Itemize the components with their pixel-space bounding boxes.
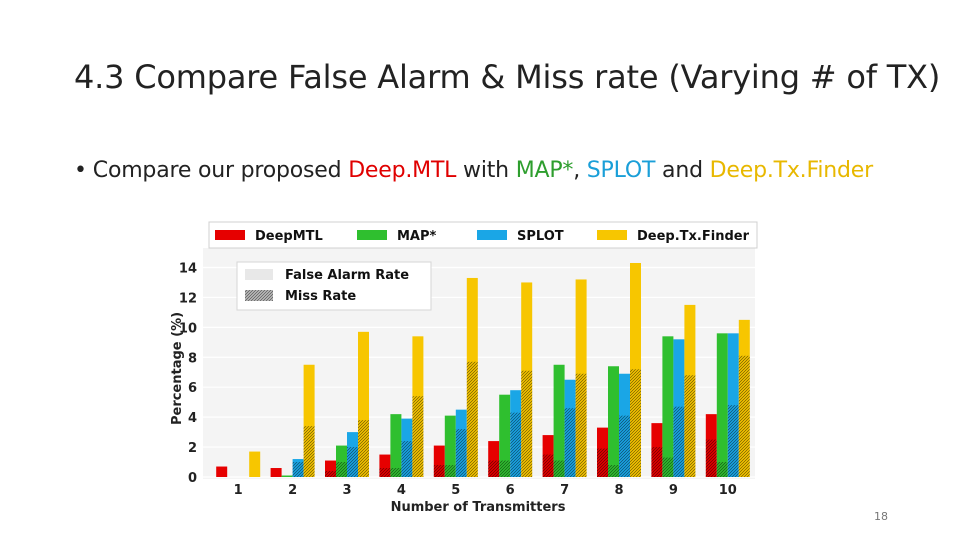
bar-miss-hatch — [575, 373, 587, 477]
bar-miss-hatch — [608, 465, 619, 477]
bar-deepmtl — [488, 441, 500, 477]
x-tick-label: 10 — [719, 483, 737, 498]
x-tick-label: 2 — [288, 483, 297, 498]
bar-miss-hatch — [597, 448, 608, 477]
bar-miss-hatch — [738, 355, 750, 477]
bar-miss-hatch — [303, 426, 315, 477]
bar-map- — [553, 364, 565, 477]
x-tick-label: 4 — [397, 483, 406, 498]
legend-label: Deep.Tx.Finder — [637, 229, 750, 244]
x-axis-label: Number of Transmitters — [391, 500, 566, 515]
bullet-dot: • — [74, 158, 87, 183]
bar-miss-hatch — [401, 441, 413, 477]
bar-miss-hatch — [684, 375, 696, 477]
y-tick-label: 8 — [188, 351, 197, 366]
bar-miss-hatch — [510, 412, 522, 477]
y-tick-label: 14 — [179, 261, 197, 276]
bar-deepmtl — [216, 466, 228, 477]
legend-false-alarm-label: False Alarm Rate — [285, 268, 409, 283]
bullet-part: Deep.Tx.Finder — [709, 158, 873, 183]
bar-miss-hatch — [662, 457, 674, 477]
bar-map- — [336, 445, 347, 477]
bar-map- — [499, 394, 511, 477]
bullet-part: Deep.MTL — [348, 158, 457, 183]
y-tick-label: 2 — [188, 441, 197, 456]
bar-miss-hatch — [542, 454, 554, 477]
bullet-part: SPLOT — [586, 158, 656, 183]
bar-deep-tx-finder — [303, 364, 315, 477]
bullet-part: , — [573, 158, 587, 183]
legend-miss-swatch — [245, 290, 273, 301]
bar-miss-hatch — [466, 361, 478, 477]
legend-swatch — [215, 230, 245, 240]
bar-miss-hatch — [673, 406, 685, 477]
y-tick-label: 4 — [188, 411, 197, 426]
bar-miss-hatch — [553, 460, 565, 477]
legend-swatch — [477, 230, 507, 240]
bar-miss-hatch — [630, 369, 641, 477]
bar-deepmtl — [270, 468, 282, 477]
bar-miss-hatch — [358, 420, 369, 477]
bullet-content: Compare our proposed Deep.MTL with MAP*,… — [93, 158, 873, 183]
legend-false-alarm-swatch — [245, 269, 273, 280]
y-tick-label: 10 — [179, 321, 197, 336]
x-tick-label: 8 — [614, 483, 623, 498]
bar-miss-hatch — [499, 460, 511, 477]
x-tick-label: 5 — [451, 483, 460, 498]
bar-miss-hatch — [444, 465, 456, 477]
bullet-part: and — [655, 158, 710, 183]
page-number: 18 — [874, 510, 888, 523]
bar-map- — [281, 475, 293, 477]
bar-miss-hatch — [412, 396, 424, 477]
bar-deepmtl — [379, 454, 391, 477]
legend-miss-label: Miss Rate — [285, 289, 356, 304]
bar-deep-tx-finder — [249, 451, 261, 477]
y-axis-label: Percentage (%) — [170, 312, 185, 425]
bullet-text: • Compare our proposed Deep.MTL with MAP*… — [74, 158, 873, 183]
bar-miss-hatch — [347, 447, 358, 477]
y-tick-label: 6 — [188, 381, 197, 396]
slide-title: 4.3 Compare False Alarm & Miss rate (Var… — [74, 58, 941, 96]
x-tick-label: 6 — [506, 483, 515, 498]
bar-miss-hatch — [488, 460, 500, 477]
legend-swatch — [597, 230, 627, 240]
bar-miss-hatch — [379, 468, 391, 477]
bullet-part: with — [456, 158, 516, 183]
bar-miss-hatch — [619, 415, 630, 477]
legend-label: DeepMTL — [255, 229, 323, 244]
bar-miss-hatch — [564, 408, 576, 477]
bullet-part: MAP* — [515, 158, 574, 183]
y-tick-label: 12 — [179, 291, 197, 306]
bar-map- — [662, 336, 674, 477]
bar-miss-hatch — [521, 370, 533, 477]
x-tick-label: 7 — [560, 483, 569, 498]
legend-swatch — [357, 230, 387, 240]
bar-miss-hatch — [727, 405, 739, 477]
bar-miss-hatch — [716, 462, 728, 477]
bar-miss-hatch — [390, 468, 402, 477]
y-tick-label: 0 — [188, 471, 197, 486]
bar-map- — [716, 333, 728, 477]
bar-miss-hatch — [292, 462, 304, 477]
bar-map- — [444, 415, 456, 477]
x-tick-label: 9 — [669, 483, 678, 498]
bar-miss-hatch — [325, 471, 336, 477]
bar-miss-hatch — [336, 462, 347, 477]
bar-miss-hatch — [433, 465, 445, 477]
bar-deepmtl — [433, 445, 445, 477]
bar-miss-hatch — [705, 439, 717, 477]
x-tick-label: 1 — [234, 483, 243, 498]
legend-label: MAP* — [397, 229, 437, 244]
bar-map- — [390, 414, 402, 477]
bar-deepmtl — [325, 460, 336, 477]
bar-deep-tx-finder — [358, 331, 369, 477]
bullet-part: Compare our proposed — [92, 158, 349, 183]
legend-label: SPLOT — [517, 229, 564, 244]
bar-miss-hatch — [455, 429, 467, 477]
bar-map- — [608, 366, 619, 477]
x-tick-label: 3 — [342, 483, 351, 498]
bar-miss-hatch — [651, 447, 663, 477]
